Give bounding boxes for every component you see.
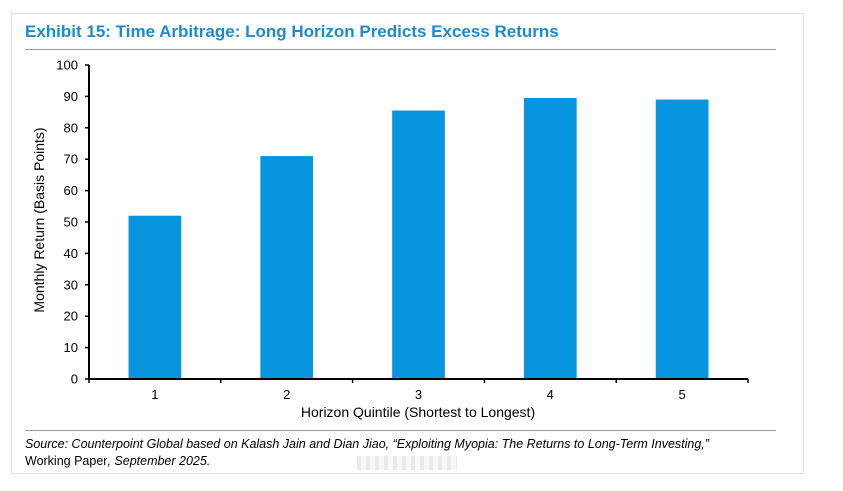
bar-5 bbox=[655, 99, 709, 379]
y-tick-label: 40 bbox=[64, 246, 78, 261]
bar-4 bbox=[523, 97, 577, 379]
y-axis-label: Monthly Return (Basis Points) bbox=[31, 127, 47, 313]
y-tick-label: 90 bbox=[64, 89, 78, 104]
chart-title: Exhibit 15: Time Arbitrage: Long Horizon… bbox=[25, 22, 559, 41]
source-suffix: , September 2025. bbox=[107, 454, 211, 468]
y-tick-label: 70 bbox=[64, 152, 78, 167]
source-note: Source: Counterpoint Global based on Kal… bbox=[25, 436, 795, 470]
source-divider bbox=[25, 430, 776, 431]
y-tick-label: 20 bbox=[64, 309, 78, 324]
y-tick-label: 100 bbox=[56, 58, 78, 73]
x-tick-label: 2 bbox=[283, 387, 290, 402]
source-prefix: Source: Counterpoint Global based on Kal… bbox=[25, 437, 709, 451]
y-tick-label: 60 bbox=[64, 183, 78, 198]
watermark bbox=[357, 456, 457, 470]
x-tick-label: 4 bbox=[547, 387, 554, 402]
source-middle: Working Paper bbox=[25, 454, 108, 468]
y-tick-label: 0 bbox=[71, 372, 78, 387]
y-tick-label: 10 bbox=[64, 340, 78, 355]
bars-group bbox=[128, 97, 709, 379]
title-divider bbox=[25, 49, 776, 50]
x-tick-label: 1 bbox=[151, 387, 158, 402]
y-tick-label: 30 bbox=[64, 277, 78, 292]
x-tick-label: 3 bbox=[415, 387, 422, 402]
y-tick-label: 80 bbox=[64, 120, 78, 135]
y-axis: 0 10 20 30 40 50 60 70 80 90 100 bbox=[56, 58, 90, 387]
bar-2 bbox=[260, 156, 314, 379]
x-axis-label: Horizon Quintile (Shortest to Longest) bbox=[300, 404, 536, 420]
x-tick-label: 5 bbox=[678, 387, 685, 402]
bar-1 bbox=[128, 215, 182, 379]
bar-3 bbox=[392, 110, 445, 379]
y-tick-label: 50 bbox=[64, 215, 78, 230]
x-axis: 1 2 3 4 5 bbox=[88, 378, 749, 402]
